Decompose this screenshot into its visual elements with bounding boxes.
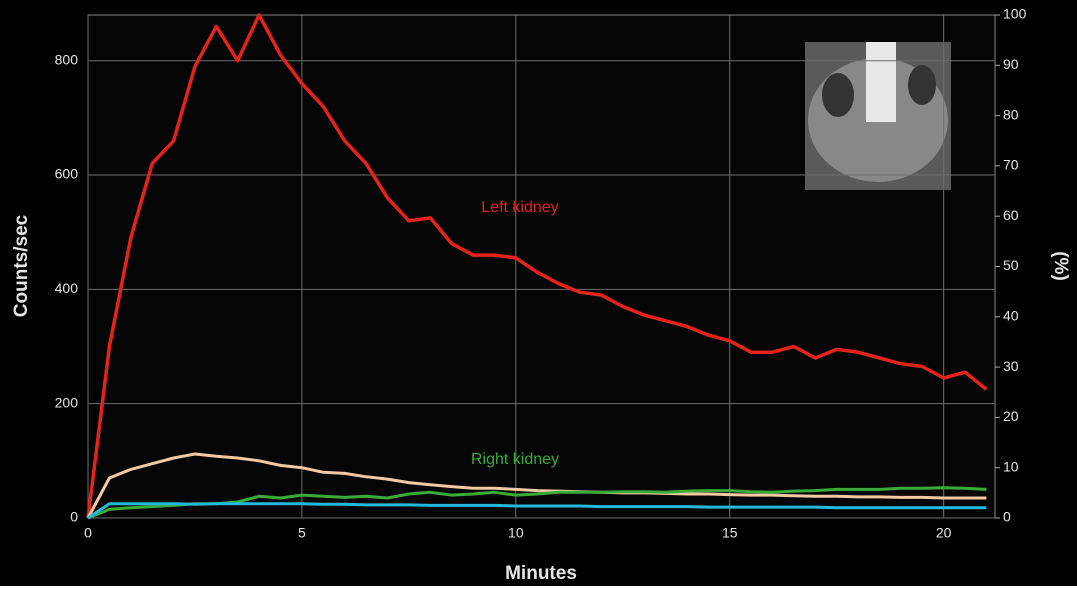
- y2-tick-label: 20: [1003, 408, 1019, 424]
- x-tick-label: 5: [298, 525, 306, 541]
- inset-spine: [866, 42, 896, 122]
- y-tick-label: 600: [55, 166, 79, 182]
- chart: Minutes Counts/sec (%) 05101520020040060…: [0, 0, 1077, 586]
- y-axis-title: Counts/sec: [11, 214, 32, 317]
- x-axis-title: Minutes: [505, 563, 577, 584]
- inset-ct: [805, 42, 951, 190]
- y2-tick-label: 10: [1003, 458, 1019, 474]
- x-tick-label: 20: [936, 525, 952, 541]
- y-tick-label: 800: [55, 51, 79, 67]
- x-tick-label: 15: [722, 525, 738, 541]
- y2-tick-label: 70: [1003, 157, 1019, 173]
- y2-tick-label: 60: [1003, 207, 1019, 223]
- y2-tick-label: 40: [1003, 308, 1019, 324]
- series-label: Left kidney: [481, 199, 558, 216]
- inset-kidney: [822, 73, 854, 117]
- y2-tick-label: 90: [1003, 56, 1019, 72]
- inset-kidney: [908, 65, 936, 105]
- y-tick-label: 200: [55, 394, 79, 410]
- y-tick-label: 0: [70, 509, 78, 525]
- x-tick-label: 10: [508, 525, 524, 541]
- y2-tick-label: 50: [1003, 257, 1019, 273]
- y2-tick-label: 100: [1003, 6, 1027, 22]
- page: Minutes Counts/sec (%) 05101520020040060…: [0, 0, 1077, 586]
- y-tick-label: 400: [55, 280, 79, 296]
- series-label: Right kidney: [471, 451, 559, 468]
- y2-tick-label: 80: [1003, 106, 1019, 122]
- x-tick-label: 0: [84, 525, 92, 541]
- y2-axis-title: (%): [1050, 251, 1071, 281]
- y2-tick-label: 0: [1003, 509, 1011, 525]
- y2-tick-label: 30: [1003, 358, 1019, 374]
